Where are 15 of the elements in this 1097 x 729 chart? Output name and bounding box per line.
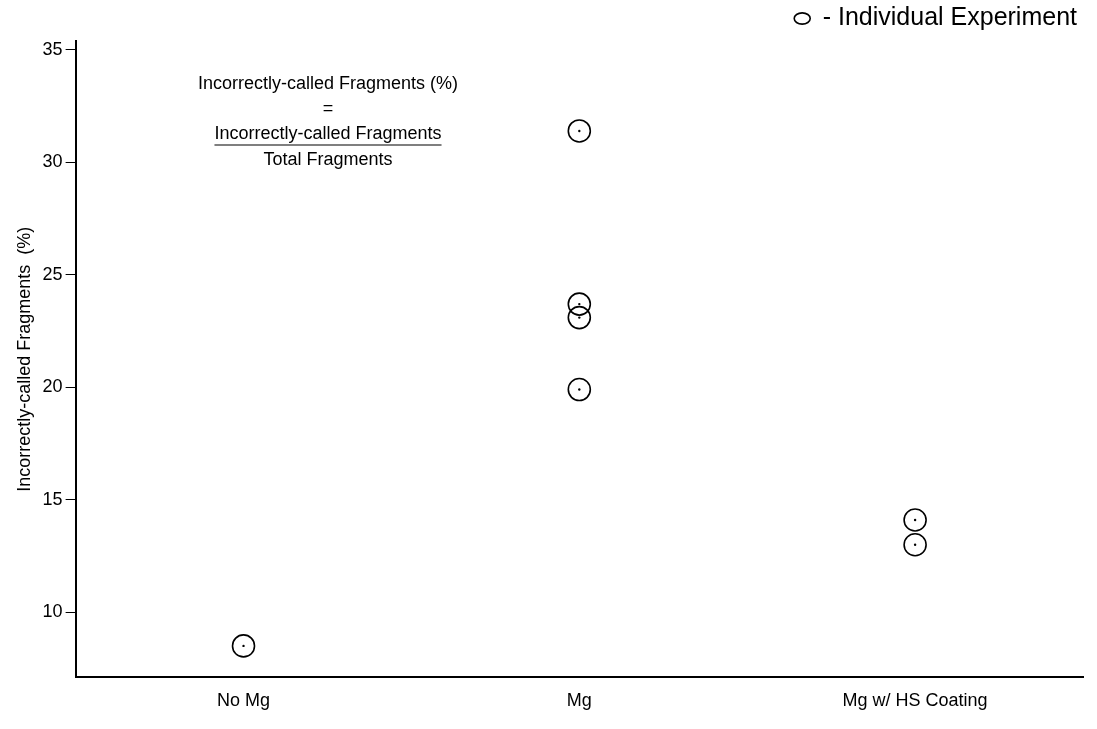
y-tick-label: 10 [42,601,63,622]
y-tick-label: 15 [42,488,63,509]
x-tick-label: Mg [566,690,592,711]
annotation: Incorrectly-called Fragments (%) [197,72,459,93]
annotation: = [322,97,334,118]
y-tick-label: 35 [42,38,63,59]
y-tick-label: 20 [42,376,63,397]
annotation: Incorrectly-called Fragments [214,122,442,143]
y-tick-label: 30 [42,151,63,172]
x-tick-label: Mg w/ HS Coating [842,690,988,711]
y-tick-label: 25 [42,263,63,284]
y-axis-title: Incorrectly-called Fragments (%) [13,226,34,492]
legend-label: - Individual Experiment [822,2,1078,31]
x-tick-label: No Mg [217,690,271,711]
annotation: Total Fragments [263,148,393,169]
